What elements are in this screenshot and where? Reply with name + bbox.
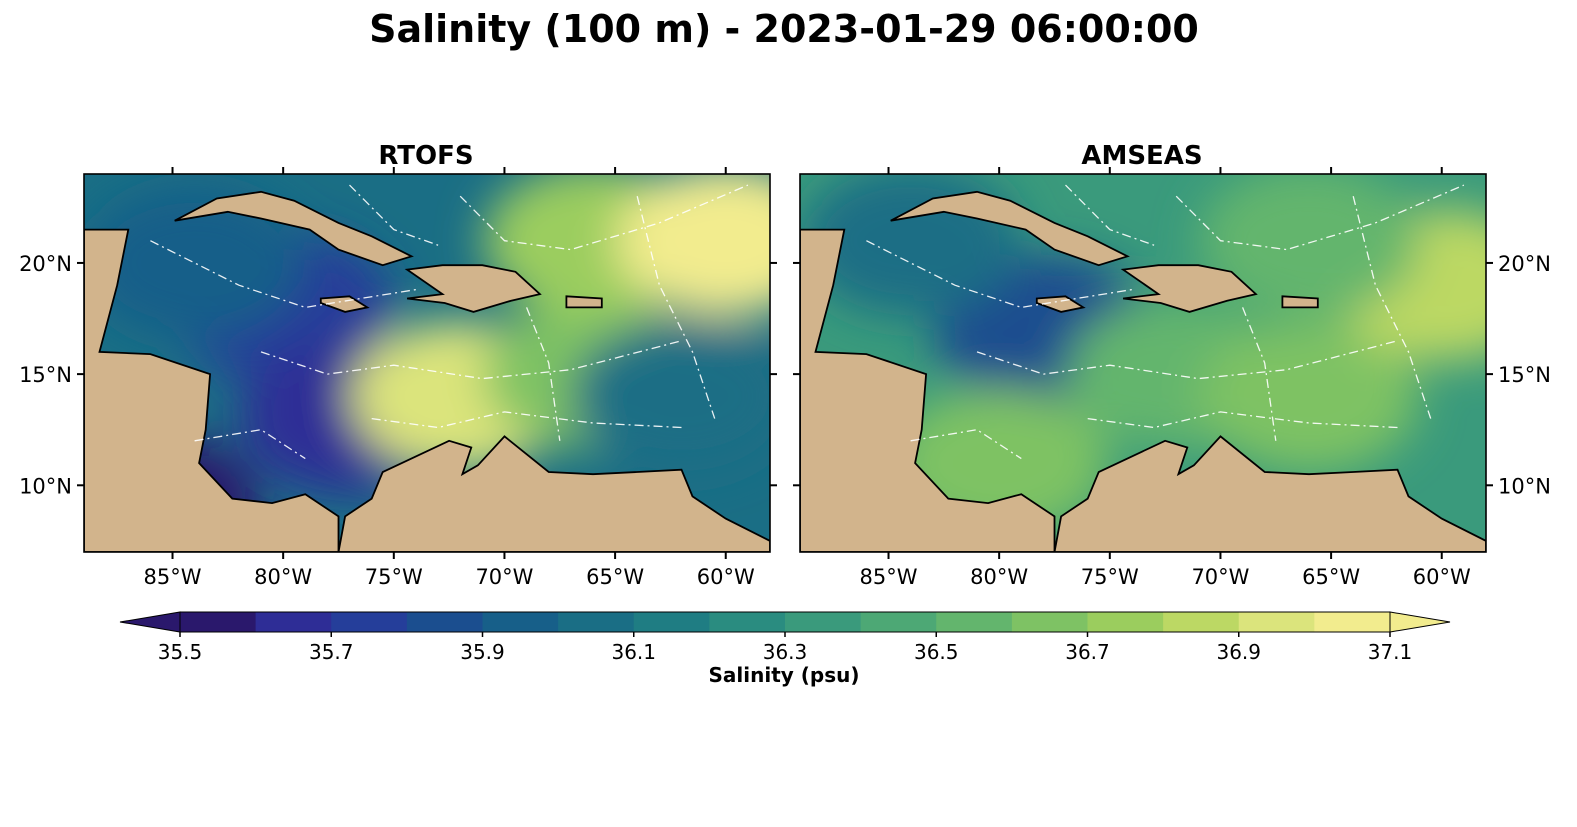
land-south-america-amseas [1053, 435, 1486, 552]
x-tick-label-amseas: 80°W [970, 565, 1028, 589]
colorbar-bin-7 [709, 612, 786, 632]
salinity-zone-amseas-5 [1199, 174, 1419, 317]
x-tick-label-amseas: 65°W [1302, 565, 1360, 589]
salinity-zone-amseas-3 [1199, 320, 1419, 472]
y-tick-label-rtofs: 20°N [19, 252, 72, 276]
eez-line-amseas-5 [1352, 196, 1432, 419]
x-axis-rtofs: 85°W 80°W 75°W 70°W 65°W 60°W [144, 167, 755, 589]
eez-line-rtofs-7 [525, 307, 561, 441]
land-hispaniola-rtofs [404, 264, 542, 313]
y-axis-rtofs: 20°N 15°N 10°N [19, 252, 777, 498]
y-tick-label-amseas: 15°N [1498, 363, 1551, 387]
eez-lines-amseas [866, 184, 1465, 460]
map-panel-rtofs: 85°W 80°W 75°W 70°W 65°W 60°W 20°N 15°N 10°N [19, 167, 777, 589]
colorbar-bin-4 [482, 612, 559, 632]
x-tick-label-rtofs: 60°W [697, 565, 755, 589]
eez-line-rtofs-6 [349, 184, 439, 246]
eez-line-amseas-3 [910, 429, 1022, 460]
colorbar-bin-13 [1163, 612, 1240, 632]
x-tick-label-rtofs: 80°W [254, 565, 312, 589]
colorbar-tick-label: 36.3 [763, 640, 808, 664]
y-tick-label-rtofs: 15°N [19, 363, 72, 387]
eez-line-rtofs-2 [371, 411, 682, 429]
colorbar-bin-12 [1087, 612, 1164, 632]
eez-lines-rtofs [150, 184, 749, 460]
x-tick-label-amseas: 75°W [1081, 565, 1139, 589]
colorbar-bin-11 [1011, 612, 1088, 632]
salinity-zone-rtofs-7 [616, 174, 770, 317]
landmass-amseas [800, 190, 1486, 552]
colorbar-tick-label: 35.5 [158, 640, 203, 664]
figure-title: Salinity (100 m) - 2023-01-29 06:00:00 [369, 7, 1199, 51]
colorbar-bin-3 [406, 612, 483, 632]
land-puerto-rico-rtofs [565, 295, 603, 309]
land-cuba-amseas [890, 190, 1130, 267]
x-tick-label-rtofs: 70°W [475, 565, 533, 589]
y-tick-label-rtofs: 10°N [19, 474, 72, 498]
eez-line-rtofs-4 [459, 184, 749, 251]
landmass-rtofs [84, 190, 770, 552]
land-puerto-rico-amseas [1281, 295, 1319, 309]
eez-line-rtofs-5 [636, 196, 716, 419]
map-frame-amseas [799, 173, 1487, 553]
y-tick-label-amseas: 10°N [1498, 474, 1551, 498]
land-hispaniola-amseas [1120, 264, 1258, 313]
land-central-america-amseas [800, 228, 1056, 552]
land-jamaica-rtofs [319, 295, 370, 313]
panel-title-rtofs: RTOFS [378, 141, 473, 171]
eez-line-rtofs-0 [150, 240, 417, 309]
eez-line-amseas-4 [1175, 184, 1465, 251]
colorbar-bin-9 [860, 612, 937, 632]
y-axis-amseas: 20°N 15°N 10°N [793, 252, 1551, 498]
x-tick-label-rtofs: 85°W [144, 565, 202, 589]
colorbar-bin-2 [331, 612, 408, 632]
colorbar-bin-1 [255, 612, 332, 632]
x-axis-amseas: 85°W 80°W 75°W 70°W 65°W 60°W [860, 167, 1471, 589]
eez-line-amseas-6 [1065, 184, 1155, 246]
colorbar-tick-label: 35.9 [460, 640, 505, 664]
panel-title-amseas: AMSEAS [1081, 141, 1202, 171]
colorbar-bin-15 [1314, 612, 1391, 632]
eez-line-amseas-1 [976, 340, 1398, 380]
colorbar-extend-high [1389, 611, 1451, 633]
colorbar-bin-0 [180, 612, 257, 632]
eez-line-amseas-2 [1087, 411, 1398, 429]
colorbar-tick-label: 35.7 [309, 640, 354, 664]
colorbar-bin-8 [785, 612, 862, 632]
salinity-zone-rtofs-2 [84, 187, 305, 339]
x-tick-label-rtofs: 75°W [365, 565, 423, 589]
colorbar-bin-14 [1238, 612, 1315, 632]
eez-line-amseas-7 [1241, 307, 1277, 441]
land-cuba-rtofs [174, 190, 414, 267]
colorbar-tick-label: 36.7 [1065, 640, 1110, 664]
colorbar-bin-6 [633, 612, 710, 632]
eez-line-rtofs-3 [194, 429, 306, 460]
eez-line-rtofs-1 [260, 340, 682, 380]
y-tick-label-amseas: 20°N [1498, 252, 1551, 276]
salinity-field-amseas [800, 174, 1486, 539]
land-south-america-rtofs [337, 435, 770, 552]
colorbar-tick-label: 37.1 [1368, 640, 1413, 664]
colorbar-bin-10 [936, 612, 1013, 632]
colorbar-tick-label: 36.1 [611, 640, 656, 664]
x-tick-label-amseas: 60°W [1413, 565, 1471, 589]
map-frame-rtofs [83, 173, 771, 553]
salinity-zone-rtofs-5 [571, 320, 770, 472]
colorbar-tick-label: 36.9 [1216, 640, 1261, 664]
land-central-america-rtofs [84, 228, 340, 552]
colorbar-tick-label: 36.5 [914, 640, 959, 664]
colorbar: 35.5 35.7 35.9 36.1 36.3 36.5 36.7 36.9 37.1 [119, 611, 1451, 664]
map-panel-amseas: 85°W 80°W 75°W 70°W 65°W 60°W 20°N 15°N 10°N [793, 167, 1551, 589]
colorbar-extend-low [119, 611, 181, 633]
colorbar-bin-5 [558, 612, 635, 632]
colorbar-label: Salinity (psu) [708, 663, 859, 687]
x-tick-label-amseas: 85°W [860, 565, 918, 589]
x-tick-label-rtofs: 65°W [586, 565, 644, 589]
eez-line-amseas-0 [866, 240, 1133, 309]
land-jamaica-amseas [1035, 295, 1086, 313]
x-tick-label-amseas: 70°W [1191, 565, 1249, 589]
